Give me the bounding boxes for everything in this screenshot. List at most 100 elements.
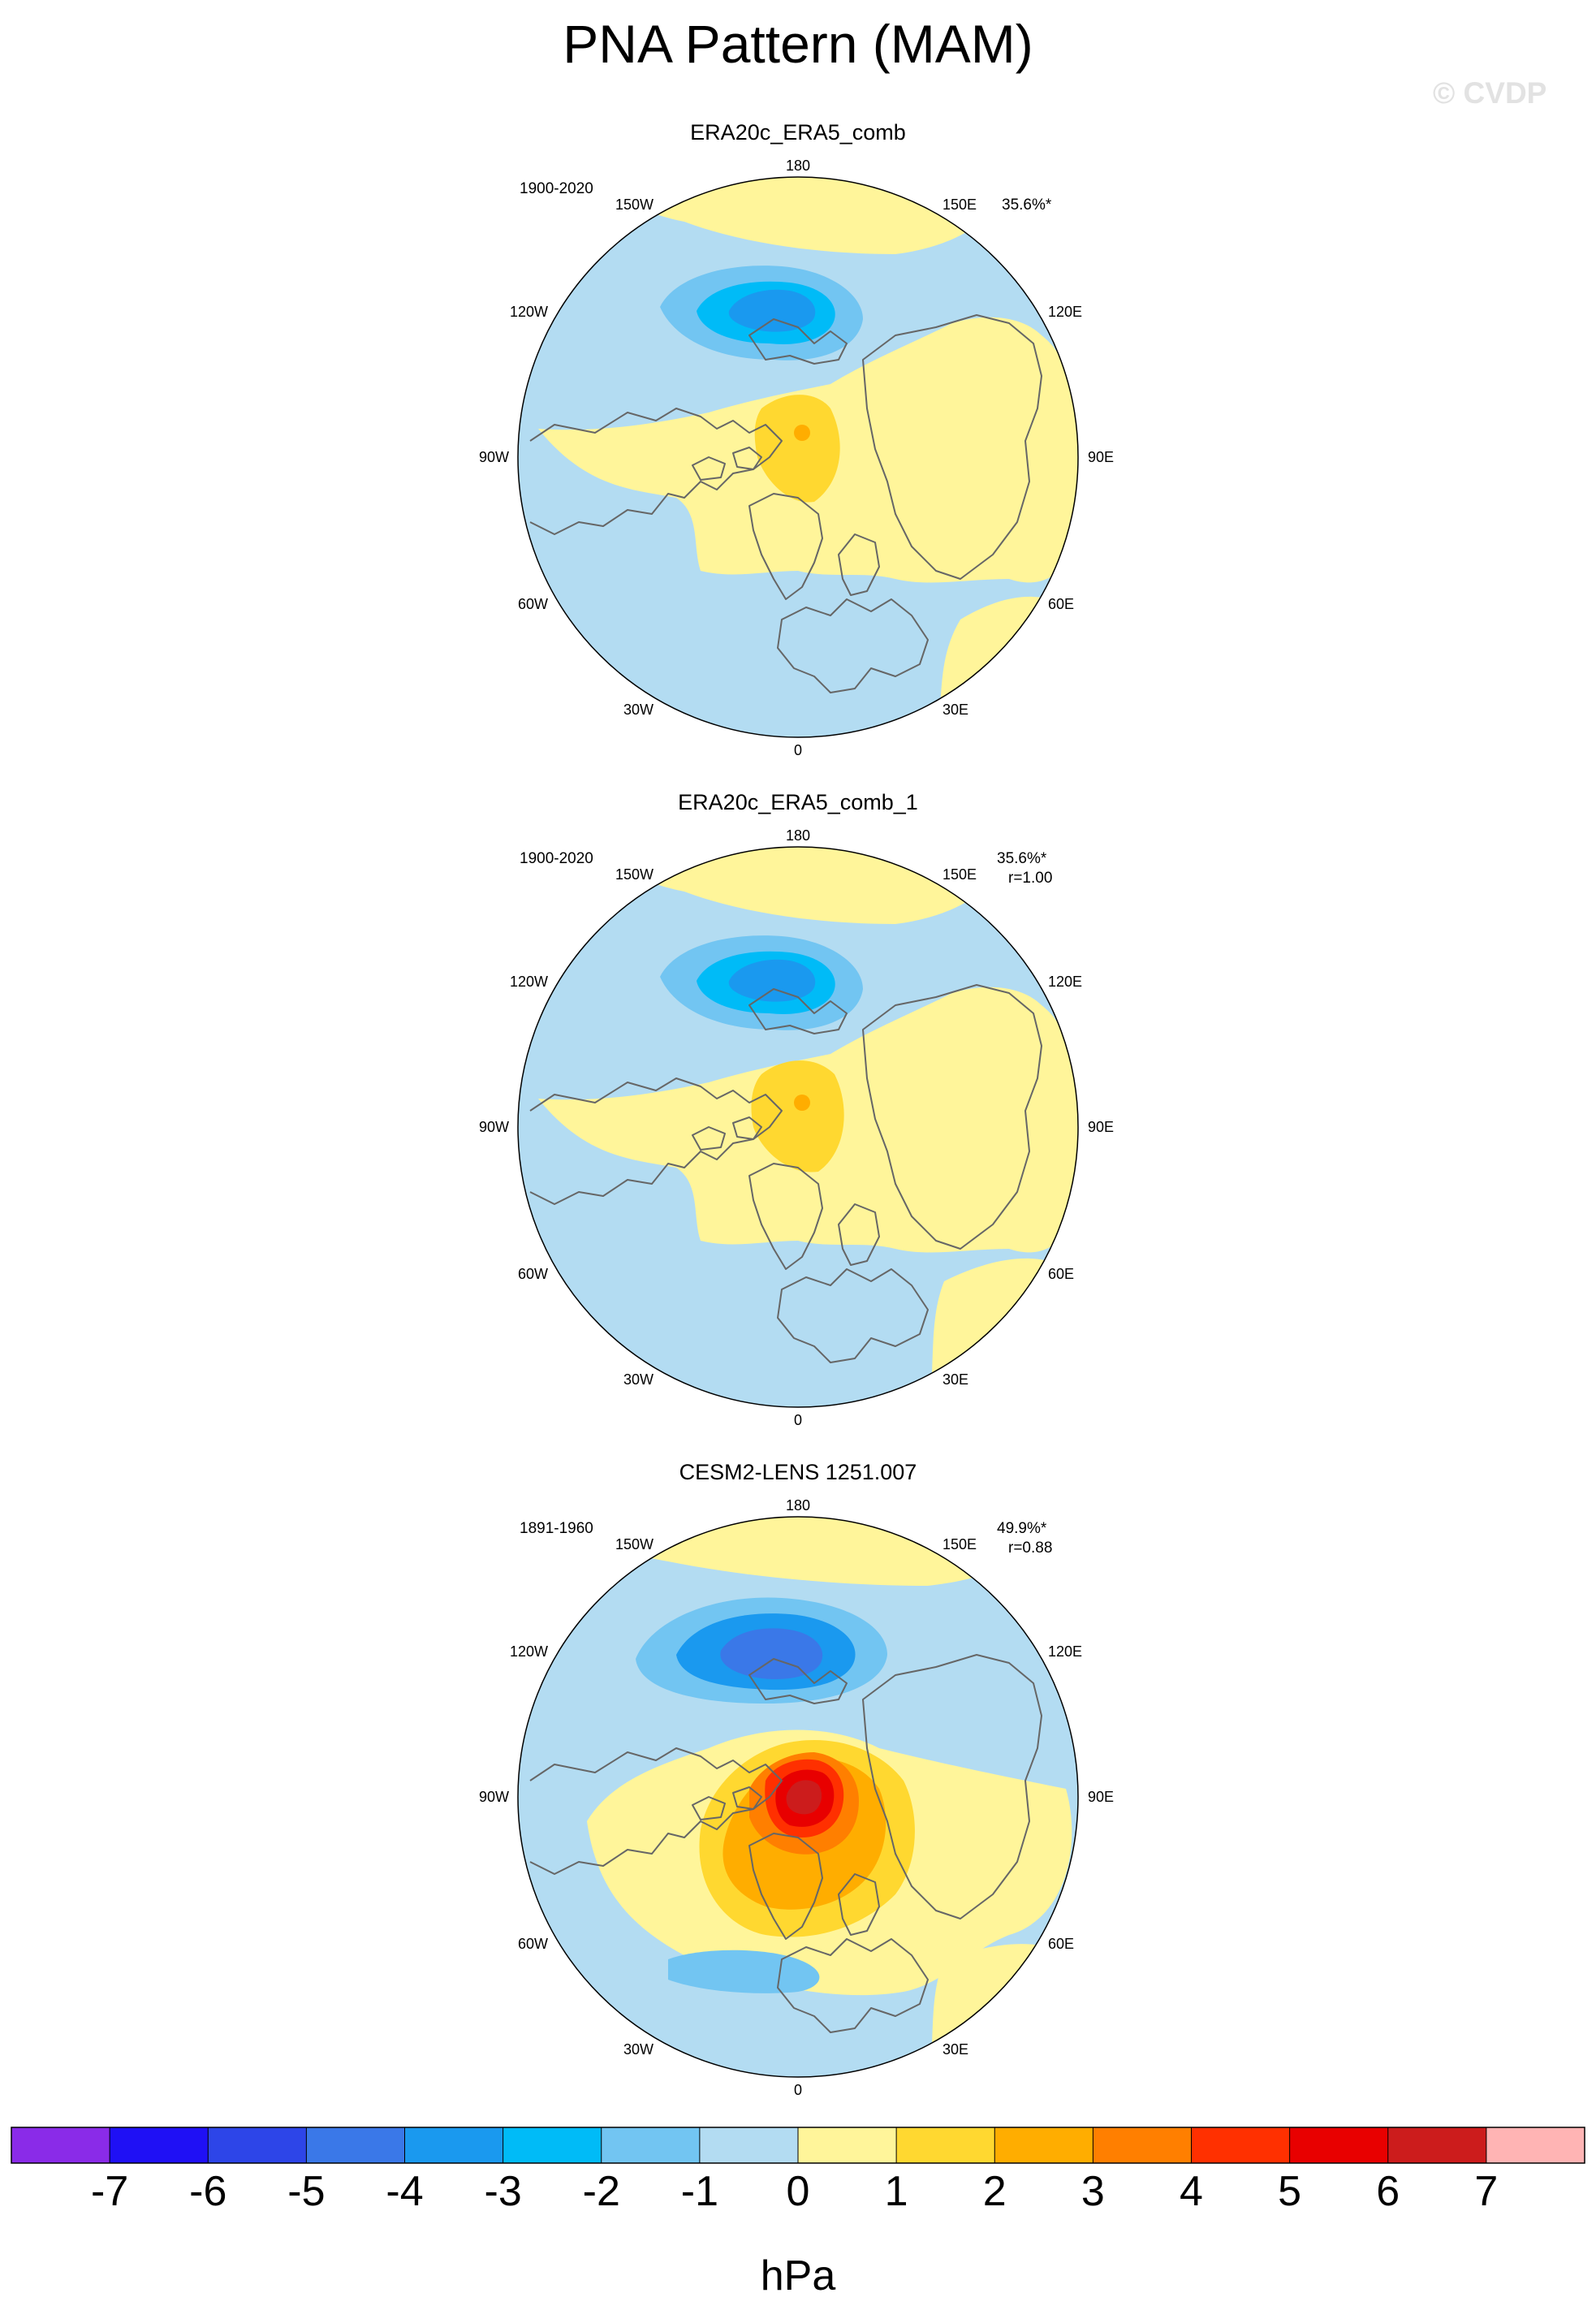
colorbar-swatch bbox=[601, 2127, 701, 2163]
lon-label-30w: 30W bbox=[623, 702, 653, 718]
panel-3-lon-labels: 180 0 90W 90E 150W 120W 60W 30W 150E 120… bbox=[479, 1497, 1114, 2098]
panel-3-percent: 49.9%* bbox=[997, 1520, 1047, 1537]
colorbar-swatch bbox=[503, 2127, 602, 2163]
panel-2-field-neg4 bbox=[728, 959, 816, 1002]
lon-label-180: 180 bbox=[786, 1497, 810, 1514]
panel-2-lon-labels: 180 0 90W 90E 150W 120W 60W 30W 150E 120… bbox=[479, 827, 1114, 1428]
panel-1-map bbox=[517, 176, 1079, 738]
colorbar-swatch bbox=[110, 2127, 209, 2163]
lon-label-30e: 30E bbox=[943, 1371, 968, 1388]
panel-3-map bbox=[517, 1516, 1079, 2078]
lon-label-150e: 150E bbox=[943, 866, 977, 883]
lon-label-30w: 30W bbox=[623, 1371, 653, 1388]
lon-label-120w: 120W bbox=[510, 1643, 548, 1660]
colorbar-swatch bbox=[1486, 2127, 1585, 2163]
panel-2-percent: 35.6%* bbox=[997, 850, 1047, 867]
lon-label-150w: 150W bbox=[615, 196, 653, 213]
panel-2-correlation: r=1.00 bbox=[1008, 870, 1052, 887]
panel-1-field-pos3 bbox=[794, 425, 810, 441]
colorbar-swatch bbox=[798, 2127, 897, 2163]
colorbar-tick-label: -6 bbox=[189, 2168, 226, 2215]
lon-label-30e: 30E bbox=[943, 2041, 968, 2058]
lon-label-60w: 60W bbox=[518, 1936, 548, 1952]
colorbar-swatch bbox=[1387, 2127, 1487, 2163]
lon-label-90w: 90W bbox=[479, 1789, 509, 1805]
panel-1-field-pos2 bbox=[754, 395, 840, 503]
panel-3-field-pos7 bbox=[786, 1780, 822, 1815]
panel-3-field-pos1-east bbox=[928, 1944, 1074, 2077]
colorbar-swatch bbox=[306, 2127, 406, 2163]
panel-2-map bbox=[517, 846, 1079, 1408]
colorbar-swatch bbox=[208, 2127, 307, 2163]
lon-label-150w: 150W bbox=[615, 1536, 653, 1552]
panel-2-boundary bbox=[517, 846, 1079, 1408]
lon-label-120w: 120W bbox=[510, 304, 548, 320]
colorbar-tick-label: 3 bbox=[1081, 2168, 1105, 2215]
lon-label-150e: 150E bbox=[943, 1536, 977, 1552]
colorbar-tick-label: 1 bbox=[885, 2168, 908, 2215]
lon-label-90w: 90W bbox=[479, 1119, 509, 1135]
colorbar-tick-label: -7 bbox=[91, 2168, 128, 2215]
lon-label-60e: 60E bbox=[1048, 1936, 1074, 1952]
lon-label-60w: 60W bbox=[518, 1266, 548, 1282]
lon-label-0: 0 bbox=[794, 742, 802, 758]
lon-label-90e: 90E bbox=[1088, 1119, 1114, 1135]
colorbar-tick-label: -5 bbox=[287, 2168, 325, 2215]
colorbar-tick-label: 2 bbox=[983, 2168, 1007, 2215]
colorbar-tick-label: 6 bbox=[1376, 2168, 1400, 2215]
panel-1-lon-labels: 180 0 90W 90E 150W 120W 60W 30W 150E 120… bbox=[479, 158, 1114, 758]
lon-label-30w: 30W bbox=[623, 2041, 653, 2058]
lon-label-150w: 150W bbox=[615, 866, 653, 883]
colorbar-units: hPa bbox=[761, 2252, 836, 2300]
panel-3-title: CESM2-LENS 1251.007 bbox=[679, 1460, 917, 1484]
lon-label-90w: 90W bbox=[479, 449, 509, 465]
lon-label-90e: 90E bbox=[1088, 1789, 1114, 1805]
page-title: PNA Pattern (MAM) bbox=[563, 14, 1033, 74]
colorbar-tick-label: -3 bbox=[485, 2168, 522, 2215]
panel-3-period: 1891-1960 bbox=[520, 1520, 593, 1537]
lon-label-120e: 120E bbox=[1048, 1643, 1082, 1660]
lon-label-120e: 120E bbox=[1048, 974, 1082, 990]
colorbar-tick-label: -4 bbox=[386, 2168, 423, 2215]
panel-2-field-pos3 bbox=[794, 1095, 810, 1111]
colorbar-tick-label: 4 bbox=[1180, 2168, 1203, 2215]
colorbar-tick-label: -2 bbox=[583, 2168, 620, 2215]
panel-3-correlation: r=0.88 bbox=[1008, 1539, 1052, 1557]
panel-2-title: ERA20c_ERA5_comb_1 bbox=[678, 790, 918, 814]
lon-label-0: 0 bbox=[794, 1412, 802, 1428]
colorbar-tick-label: 5 bbox=[1278, 2168, 1301, 2215]
colorbar-swatch bbox=[1191, 2127, 1291, 2163]
panel-1-title: ERA20c_ERA5_comb bbox=[690, 120, 906, 145]
panel-2-field-pos2 bbox=[751, 1060, 844, 1172]
panel-3-boundary bbox=[517, 1516, 1079, 2078]
colorbar-swatch bbox=[11, 2127, 110, 2163]
lon-label-0: 0 bbox=[794, 2082, 802, 2098]
panel-1-percent: 35.6%* bbox=[1002, 196, 1052, 214]
colorbar: -7 -6 -5 -4 -3 -2 -1 0 1 2 3 4 5 6 7 bbox=[11, 2127, 1585, 2215]
panel-1-period: 1900-2020 bbox=[520, 180, 593, 197]
lon-label-30e: 30E bbox=[943, 702, 968, 718]
lon-label-120e: 120E bbox=[1048, 304, 1082, 320]
colorbar-swatch bbox=[1093, 2127, 1193, 2163]
colorbar-swatch bbox=[994, 2127, 1093, 2163]
panel-2-period: 1900-2020 bbox=[520, 850, 593, 867]
colorbar-tick-label: 7 bbox=[1474, 2168, 1498, 2215]
lon-label-60e: 60E bbox=[1048, 1266, 1074, 1282]
lon-label-180: 180 bbox=[786, 827, 810, 844]
watermark: © CVDP bbox=[1433, 76, 1547, 110]
lon-label-90e: 90E bbox=[1088, 449, 1114, 465]
colorbar-swatch bbox=[404, 2127, 504, 2163]
lon-label-150e: 150E bbox=[943, 196, 977, 213]
lon-label-180: 180 bbox=[786, 158, 810, 174]
panel-1-field-neg4 bbox=[728, 289, 816, 332]
colorbar-swatch bbox=[1289, 2127, 1389, 2163]
lon-label-120w: 120W bbox=[510, 974, 548, 990]
colorbar-tick-label: -1 bbox=[681, 2168, 718, 2215]
panel-1-boundary bbox=[517, 176, 1079, 738]
colorbar-tick-label: 0 bbox=[787, 2168, 810, 2215]
colorbar-swatch bbox=[699, 2127, 799, 2163]
lon-label-60w: 60W bbox=[518, 596, 548, 612]
colorbar-swatch bbox=[896, 2127, 995, 2163]
lon-label-60e: 60E bbox=[1048, 596, 1074, 612]
